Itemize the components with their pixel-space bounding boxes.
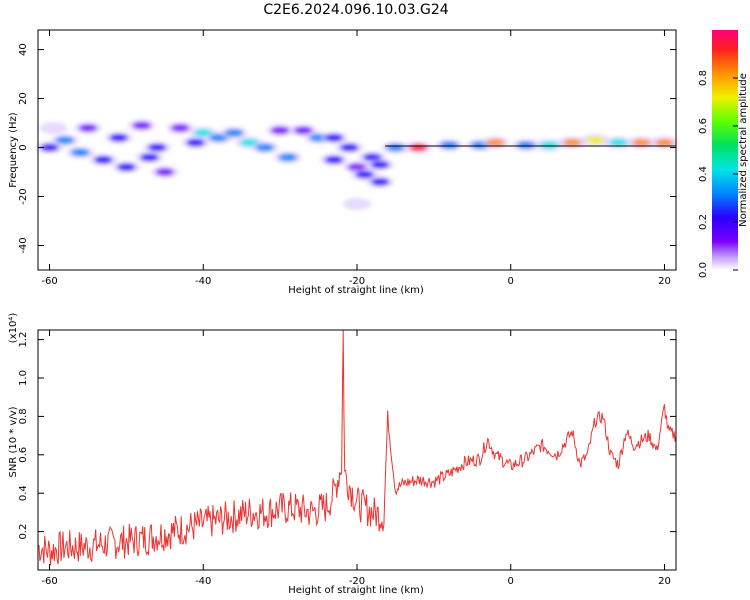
snr-panel: -60 -40 -20 0 20 0.2 0.4 0.6 0.8 1.0 1.2 Height o… bbox=[8, 313, 677, 596]
y-tick-label: 0.2 bbox=[18, 524, 29, 540]
y-tick-label: 0.4 bbox=[18, 485, 29, 501]
heatmap-blob bbox=[44, 124, 63, 132]
x-tick-label: -40 bbox=[195, 576, 211, 587]
x-tick-label: 0 bbox=[508, 276, 514, 287]
colorbar: 0.0 0.2 0.4 0.6 0.8 Normalized spectral ampl… bbox=[698, 30, 749, 278]
heatmap-blob bbox=[655, 139, 674, 147]
snr-frame bbox=[37, 329, 677, 571]
x-tick-label: 20 bbox=[658, 276, 671, 287]
heatmap-blob bbox=[440, 141, 459, 149]
colorbar-tick-label: 0.8 bbox=[698, 70, 709, 86]
colorbar-gradient bbox=[712, 30, 738, 270]
heatmap-blob bbox=[78, 124, 97, 132]
heatmap-blob bbox=[294, 126, 313, 134]
colorbar-tick-label: 0.0 bbox=[698, 262, 709, 278]
heatmap-blob bbox=[140, 153, 159, 161]
y-tick-label: 0 bbox=[18, 144, 29, 150]
heatmap-blob bbox=[486, 139, 505, 147]
y-tick-label: 0.8 bbox=[18, 408, 29, 424]
heatmap-blob bbox=[586, 136, 605, 144]
colorbar-tick-label: 0.6 bbox=[698, 118, 709, 134]
heatmap-blob bbox=[324, 156, 343, 164]
heatmap-blob bbox=[278, 153, 297, 161]
figure-title: C2E6.2024.096.10.03.G24 bbox=[263, 2, 448, 18]
heatmap-blob bbox=[409, 144, 428, 152]
heatmap-blob bbox=[371, 161, 390, 169]
heatmap-blob bbox=[348, 200, 366, 208]
colorbar-tick-label: 0.4 bbox=[698, 166, 709, 182]
heatmap-blob bbox=[109, 134, 128, 142]
heatmap-blob bbox=[324, 134, 343, 142]
colorbar-label: Normalized spectral amplitude bbox=[738, 73, 749, 227]
snr-x-ticks: -60 -40 -20 0 20 bbox=[41, 330, 671, 587]
heatmap-blobs bbox=[35, 119, 679, 210]
snr-x-axis-label: Height of straight line (km) bbox=[288, 585, 424, 596]
heatmap-blob bbox=[609, 139, 628, 147]
heatmap-blob bbox=[155, 168, 174, 176]
y-tick-label: 1.0 bbox=[18, 370, 29, 386]
snr-y-axis-label: SNR (10 * v/v) bbox=[8, 406, 19, 477]
y-tick-label: -40 bbox=[18, 237, 29, 253]
x-tick-label: -60 bbox=[41, 276, 57, 287]
heatmap-blob bbox=[94, 156, 113, 164]
y-tick-label: -20 bbox=[18, 188, 29, 204]
heatmap-blob bbox=[563, 139, 582, 147]
heatmap-blob bbox=[355, 170, 374, 178]
heatmap-blob bbox=[632, 139, 651, 147]
y-tick-label: 40 bbox=[18, 43, 29, 56]
x-tick-label: -60 bbox=[41, 576, 57, 587]
x-tick-label: -20 bbox=[349, 576, 365, 587]
y-tick-label: 0.6 bbox=[18, 447, 29, 463]
x-tick-label: -40 bbox=[195, 276, 211, 287]
heatmap-blob bbox=[71, 148, 90, 156]
heatmap-blob bbox=[517, 141, 536, 149]
heatmap-blob bbox=[132, 122, 151, 130]
spectrogram-x-axis-label: Height of straight line (km) bbox=[288, 285, 424, 296]
spectrogram-x-ticks: -60 -40 -20 0 20 bbox=[41, 30, 671, 287]
snr-series-line bbox=[37, 329, 677, 566]
heatmap-blob bbox=[386, 144, 405, 152]
heatmap-blob bbox=[55, 136, 74, 144]
y-tick-label: 1.2 bbox=[18, 332, 29, 348]
snr-y-ticks: 0.2 0.4 0.6 0.8 1.0 1.2 bbox=[18, 332, 676, 540]
spectrogram-y-axis-label: Frequency (Hz) bbox=[8, 112, 19, 188]
y-tick-label: 20 bbox=[18, 92, 29, 105]
heatmap-blob bbox=[271, 126, 290, 134]
snr-y-scale-label: (x10⁴) bbox=[8, 313, 19, 344]
x-tick-label: 20 bbox=[658, 576, 671, 587]
heatmap-blob bbox=[171, 124, 190, 132]
spectrogram-y-ticks: -40 -20 0 20 40 bbox=[18, 43, 676, 254]
heatmap-blob bbox=[340, 144, 359, 152]
heatmap-blob bbox=[117, 163, 136, 171]
heatmap-blob bbox=[148, 144, 167, 152]
colorbar-ticks: 0.0 0.2 0.4 0.6 0.8 bbox=[698, 70, 738, 278]
spectrogram-panel: -60 -40 -20 0 20 -40 -20 0 20 40 Height of strai… bbox=[8, 29, 679, 296]
heatmap-blob bbox=[186, 139, 205, 147]
heatmap-blob bbox=[255, 144, 274, 152]
heatmap-blob bbox=[40, 144, 59, 152]
x-tick-label: 0 bbox=[508, 576, 514, 587]
colorbar-tick-label: 0.2 bbox=[698, 214, 709, 230]
heatmap-blob bbox=[540, 141, 559, 149]
heatmap-blob bbox=[225, 129, 244, 137]
x-tick-label: -20 bbox=[349, 276, 365, 287]
heatmap-blob bbox=[371, 178, 390, 186]
